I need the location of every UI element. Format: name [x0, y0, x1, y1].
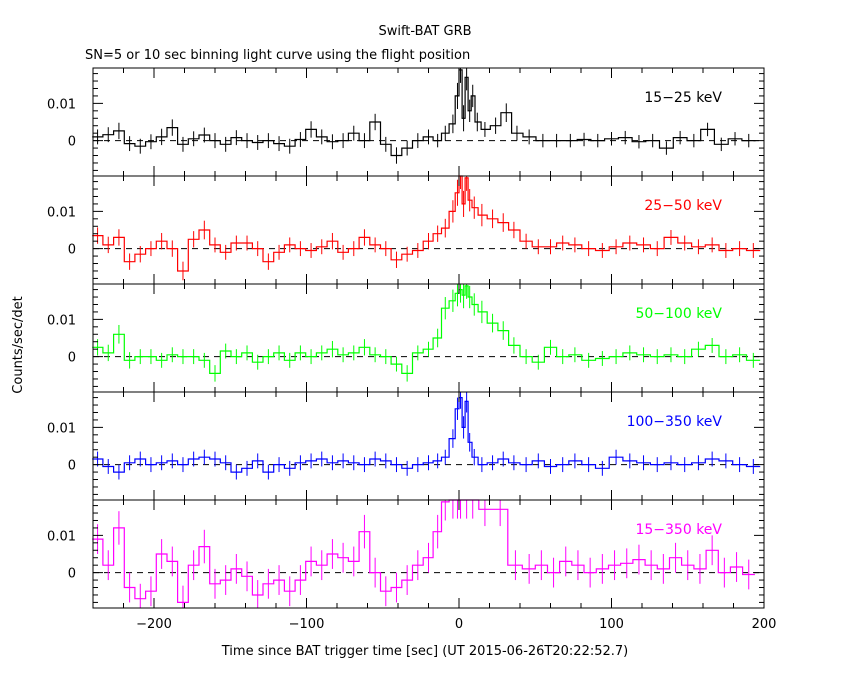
- panels-group: 0 0.01 15−25 keV 0 0.01 25−50 keV 0 0.01 50−100 …: [47, 67, 777, 632]
- y-tick-label: 0.01: [47, 529, 76, 544]
- panel-1: 0 0.01 15−25 keV: [47, 67, 765, 177]
- series-step-line: [92, 499, 755, 603]
- energy-band-label: 25−50 keV: [644, 198, 722, 214]
- energy-band-label: 50−100 keV: [635, 306, 722, 322]
- panel-2: 0 0.01 25−50 keV: [47, 175, 765, 285]
- y-tick-label: 0.01: [47, 313, 76, 328]
- figure-subtitle: SN=5 or 10 sec binning light curve using…: [85, 48, 470, 63]
- y-axis-label: Counts/sec/det: [11, 296, 26, 393]
- y-tick-label: 0: [68, 351, 76, 366]
- x-tick-label: −200: [136, 617, 172, 632]
- y-tick-label: 0: [68, 135, 76, 150]
- series-step-line: [92, 285, 761, 374]
- y-tick-label: 0.01: [47, 205, 76, 220]
- y-tick-label: 0.01: [47, 421, 76, 436]
- energy-band-label: 100−350 keV: [627, 414, 723, 430]
- x-tick-label: 100: [599, 617, 624, 632]
- series-step-line: [92, 69, 756, 157]
- y-tick-label: 0: [68, 243, 76, 258]
- panel-frame: [92, 391, 765, 501]
- energy-band-label: 15−350 keV: [635, 522, 722, 538]
- x-tick-label: 0: [455, 617, 463, 632]
- panel-frame: [92, 283, 765, 393]
- x-tick-label: 200: [752, 617, 777, 632]
- panel-frame: [92, 175, 765, 285]
- panel-frame: [92, 67, 765, 177]
- y-tick-label: 0: [68, 459, 76, 474]
- panel-5: 0 0.01 15−350 keV: [47, 499, 765, 609]
- x-axis-label: Time since BAT trigger time [sec] (UT 20…: [221, 644, 628, 659]
- panel-3: 0 0.01 50−100 keV: [47, 283, 765, 393]
- series-step-line: [92, 175, 761, 272]
- y-tick-label: 0.01: [47, 97, 76, 112]
- y-tick-label: 0: [68, 567, 76, 582]
- figure-title: Swift-BAT GRB: [378, 24, 471, 39]
- series-step-line: [92, 397, 761, 473]
- x-tick-label: −100: [289, 617, 325, 632]
- panel-4: 0 0.01 100−350 keV: [47, 391, 765, 501]
- energy-band-label: 15−25 keV: [644, 90, 722, 106]
